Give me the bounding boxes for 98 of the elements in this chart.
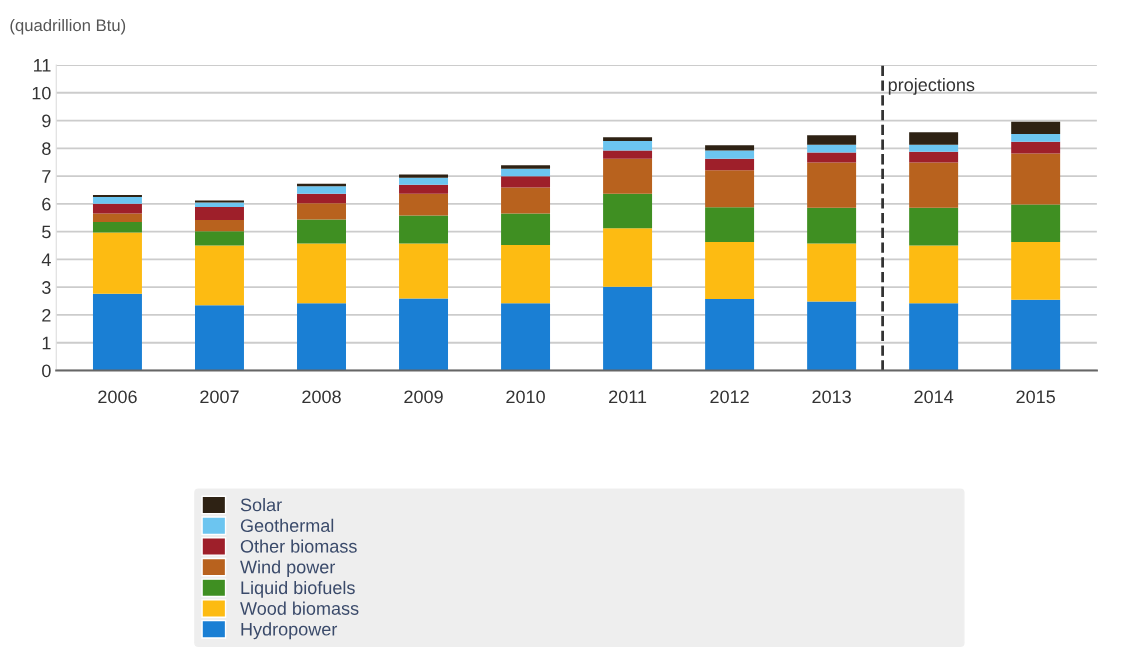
bar: [195, 202, 244, 207]
bar: [399, 243, 449, 299]
bar: [603, 158, 653, 194]
bar: [195, 219, 244, 232]
y-tick-label: 5: [42, 225, 51, 239]
x-tick-label: 2015: [1016, 390, 1055, 404]
bar: [807, 135, 857, 145]
y-tick-label: 0: [42, 364, 51, 378]
legend-label: Liquid biofuels: [241, 580, 355, 598]
x-tick-label: 2010: [506, 390, 545, 404]
bar: [297, 243, 346, 304]
bar: [501, 303, 551, 371]
bar: [297, 219, 346, 244]
bar: [603, 150, 653, 159]
bar: [297, 303, 346, 371]
bar: [501, 176, 551, 188]
bar: [909, 144, 959, 152]
bar: [909, 162, 959, 208]
bar: [501, 244, 551, 304]
bar: [807, 207, 857, 244]
x-tick-label: 2013: [812, 390, 851, 404]
bar: [807, 152, 857, 163]
y-tick-label: 4: [41, 253, 51, 266]
bar: [705, 241, 755, 300]
y-tick-label: 2: [42, 308, 51, 322]
ref-line-label: projections: [888, 77, 975, 95]
bar: [705, 299, 755, 371]
bar: [1011, 204, 1061, 242]
bar: [195, 206, 244, 220]
bar: [705, 170, 755, 208]
bar: [501, 168, 551, 177]
bar: [501, 165, 551, 169]
bar: [297, 203, 346, 220]
x-tick-label: 2009: [404, 390, 443, 404]
bar: [705, 145, 755, 151]
legend-label: Wind power: [240, 560, 336, 578]
bar: [195, 231, 244, 246]
bar: [909, 245, 959, 304]
legend-label: Hydropower: [241, 622, 338, 640]
bar: [399, 298, 449, 371]
bar: [501, 187, 551, 214]
bar: [399, 215, 449, 244]
bar: [807, 301, 857, 371]
bar: [399, 184, 449, 194]
legend-label: Wood biomass: [240, 601, 359, 615]
y-tick-label: 3: [42, 281, 51, 294]
bar: [92, 203, 142, 214]
legend-label: Solar: [240, 498, 282, 512]
bar: [909, 132, 959, 145]
bar: [399, 177, 449, 185]
bar: [297, 186, 346, 194]
bar: [1011, 133, 1061, 142]
y-tick-label: 9: [42, 114, 51, 128]
bar: [195, 305, 244, 371]
bar: [92, 232, 142, 294]
bar: [603, 228, 653, 287]
bar: [807, 144, 857, 153]
bar: [1011, 241, 1061, 300]
legend-label: Other biomass: [240, 539, 357, 553]
y-tick-label: 11: [34, 59, 51, 72]
y-tick-label: 8: [42, 142, 51, 156]
x-tick-label: 2008: [302, 390, 341, 404]
y-tick-label: 7: [42, 170, 51, 183]
bar: [603, 286, 653, 371]
bar: [807, 162, 857, 208]
bar: [705, 207, 755, 242]
bar: [807, 243, 857, 302]
bar: [501, 213, 551, 245]
bar: [399, 174, 449, 178]
y-tick-label: 1: [42, 336, 51, 350]
y-tick-label: 6: [42, 197, 51, 211]
x-tick-label: 2011: [609, 390, 647, 404]
bar: [92, 221, 142, 233]
bar: [1011, 153, 1061, 205]
bar: [909, 151, 959, 163]
bar: [909, 303, 959, 371]
bar: [92, 196, 142, 204]
bar: [195, 245, 244, 306]
legend-label: Geothermal: [240, 518, 334, 532]
y-tick-label: 10: [32, 86, 51, 100]
x-tick-label: 2014: [914, 390, 954, 404]
bar: [603, 193, 653, 229]
y-axis-title: (quadrillion Btu): [10, 18, 126, 35]
bar: [705, 158, 755, 171]
x-tick-label: 2007: [200, 390, 239, 404]
bar: [1011, 121, 1061, 134]
bar: [92, 293, 142, 371]
bar: [297, 193, 346, 204]
bar: [603, 141, 653, 151]
bar: [1011, 141, 1061, 154]
bar: [603, 137, 653, 142]
bar: [92, 213, 142, 222]
bar: [399, 193, 449, 216]
x-tick-label: 2006: [98, 390, 137, 404]
bar: [909, 207, 959, 246]
bar: [1011, 299, 1061, 371]
x-tick-label: 2012: [710, 390, 749, 404]
bar: [705, 150, 755, 159]
